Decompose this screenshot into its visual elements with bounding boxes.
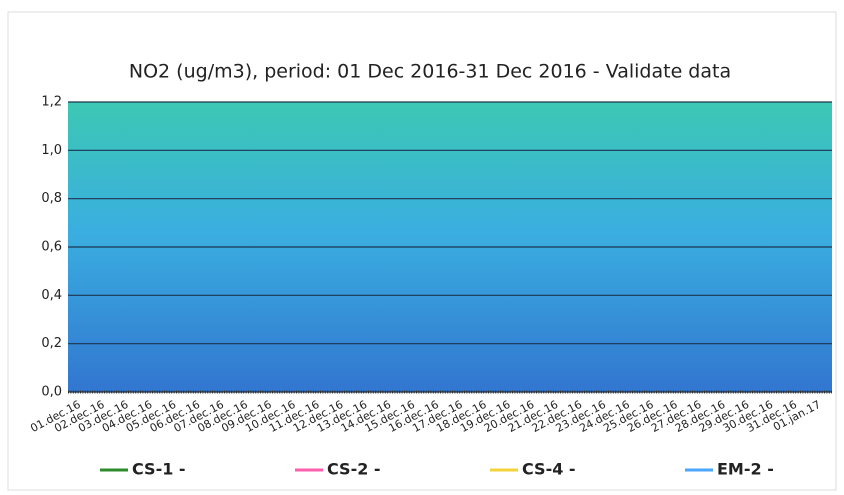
- y-tick-label: 0,4: [41, 288, 62, 303]
- y-tick-label: 0,6: [41, 240, 62, 255]
- legend-label: CS-4 -: [522, 460, 576, 479]
- chart-title: NO2 (ug/m3), period: 01 Dec 2016-31 Dec …: [129, 61, 731, 83]
- legend-label: CS-1 -: [132, 460, 186, 479]
- legend-label: CS-2 -: [327, 460, 381, 479]
- chart-frame: [7, 11, 837, 491]
- y-tick-label: 0,2: [41, 336, 62, 351]
- y-tick-label: 1,0: [41, 143, 62, 158]
- y-tick-label: 0,8: [41, 191, 62, 206]
- legend-label: EM-2 -: [717, 460, 774, 479]
- y-tick-label: 1,2: [41, 95, 62, 110]
- y-tick-label: 0,0: [41, 385, 62, 400]
